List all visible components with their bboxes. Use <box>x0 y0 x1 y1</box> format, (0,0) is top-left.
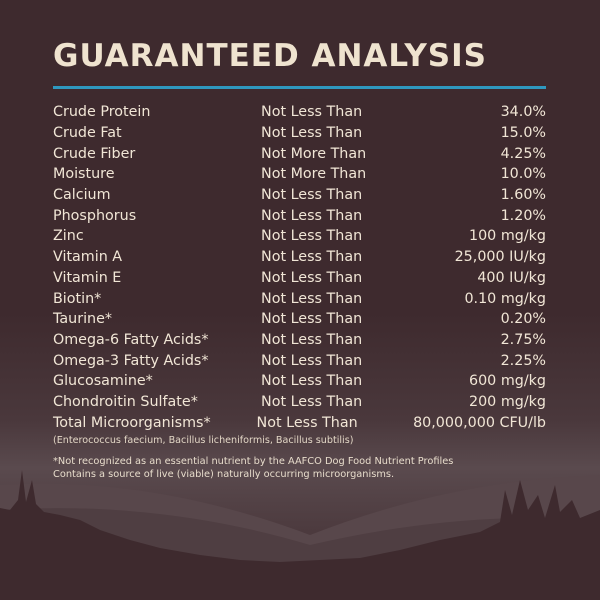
nutrient-value: 100 mg/kg <box>468 228 546 245</box>
hills-grass-illustration <box>0 470 600 600</box>
nutrient-qualifier: Not More Than <box>261 145 367 162</box>
nutrient-name: Zinc <box>53 228 84 245</box>
nutrient-qualifier: Not Less Than <box>261 393 363 410</box>
nutrient-value: 400 IU/kg <box>477 269 546 286</box>
nutrient-value: 2.25% <box>500 352 546 369</box>
nutrient-qualifier: Not Less Than <box>261 311 363 328</box>
nutrient-value: 2.75% <box>500 331 546 348</box>
table-row: Crude Protein Not Less Than 34.0% <box>53 102 546 123</box>
nutrient-value: 0.20% <box>500 311 546 328</box>
nutrient-qualifier: Not Less Than <box>261 352 363 369</box>
table-row: Crude Fat Not Less Than 15.0% <box>53 123 546 144</box>
nutrient-name: Moisture <box>53 166 115 183</box>
nutrient-name: Glucosamine* <box>53 373 153 390</box>
page-title: GUARANTEED ANALYSIS <box>53 38 487 74</box>
table-row: Phosphorus Not Less Than 1.20% <box>53 205 546 226</box>
nutrient-name: Omega-6 Fatty Acids* <box>53 331 209 348</box>
nutrient-qualifier: Not Less Than <box>261 125 363 142</box>
nutrient-value: 25,000 IU/kg <box>454 249 546 266</box>
nutrient-qualifier: Not Less Than <box>261 290 363 307</box>
nutrient-name: Taurine* <box>53 311 113 328</box>
nutrient-value: 10.0% <box>500 166 546 183</box>
nutrient-value: 0.10 mg/kg <box>464 290 546 307</box>
table-row: Glucosamine* Not Less Than 600 mg/kg <box>53 371 546 392</box>
table-row: Chondroitin Sulfate* Not Less Than 200 mg/… <box>53 392 546 413</box>
nutrient-name: Biotin* <box>53 290 102 307</box>
table-row: Moisture Not More Than 10.0% <box>53 164 546 185</box>
nutrient-name: Total Microorganisms* <box>53 414 211 431</box>
nutrient-name: Calcium <box>53 187 111 204</box>
analysis-table: Crude Protein Not Less Than 34.0% Crude Fa… <box>53 102 546 433</box>
nutrient-name: Omega-3 Fatty Acids* <box>53 352 209 369</box>
nutrient-name: Crude Protein <box>53 104 151 121</box>
nutrient-qualifier: Not Less Than <box>261 249 363 266</box>
table-row: Zinc Not Less Than 100 mg/kg <box>53 226 546 247</box>
nutrient-name: Vitamin A <box>53 249 123 266</box>
table-row: Biotin* Not Less Than 0.10 mg/kg <box>53 288 546 309</box>
nutrient-qualifier: Not Less Than <box>256 414 358 431</box>
title-divider <box>53 86 546 89</box>
microorganism-strains-note: (Enterococcus faecium, Bacillus lichenif… <box>53 435 354 446</box>
footnote-aafco: *Not recognized as an essential nutrient… <box>53 456 454 467</box>
nutrient-value: 1.60% <box>500 187 546 204</box>
nutrient-name: Vitamin E <box>53 269 122 286</box>
table-row: Vitamin A Not Less Than 25,000 IU/kg <box>53 247 546 268</box>
nutrient-value: 80,000,000 CFU/lb <box>413 414 546 431</box>
nutrient-name: Phosphorus <box>53 207 137 224</box>
nutrient-qualifier: Not Less Than <box>261 269 363 286</box>
nutrient-value: 15.0% <box>500 125 546 142</box>
nutrient-value: 600 mg/kg <box>468 373 546 390</box>
nutrient-qualifier: Not Less Than <box>261 228 363 245</box>
table-row: Vitamin E Not Less Than 400 IU/kg <box>53 268 546 289</box>
nutrient-value: 1.20% <box>500 207 546 224</box>
table-row: Crude Fiber Not More Than 4.25% <box>53 143 546 164</box>
nutrient-qualifier: Not Less Than <box>261 207 363 224</box>
nutrient-qualifier: Not Less Than <box>261 373 363 390</box>
nutrient-qualifier: Not Less Than <box>261 331 363 348</box>
nutrient-qualifier: Not More Than <box>261 166 367 183</box>
table-row: Total Microorganisms* Not Less Than 80,000… <box>53 412 546 433</box>
footnotes: *Not recognized as an essential nutrient… <box>53 455 453 481</box>
nutrient-name: Crude Fiber <box>53 145 136 162</box>
nutrient-qualifier: Not Less Than <box>261 104 363 121</box>
table-row: Calcium Not Less Than 1.60% <box>53 185 546 206</box>
nutrient-name: Crude Fat <box>53 125 122 142</box>
nutrient-value: 34.0% <box>500 104 546 121</box>
nutrient-name: Chondroitin Sulfate* <box>53 393 198 410</box>
table-row: Omega-6 Fatty Acids* Not Less Than 2.75% <box>53 330 546 351</box>
table-row: Taurine* Not Less Than 0.20% <box>53 309 546 330</box>
nutrient-value: 4.25% <box>500 145 546 162</box>
table-row: Omega-3 Fatty Acids* Not Less Than 2.25% <box>53 350 546 371</box>
nutrient-value: 200 mg/kg <box>468 393 546 410</box>
footnote-live-microorganisms: Contains a source of live (viable) natur… <box>53 469 395 480</box>
nutrient-qualifier: Not Less Than <box>261 187 363 204</box>
